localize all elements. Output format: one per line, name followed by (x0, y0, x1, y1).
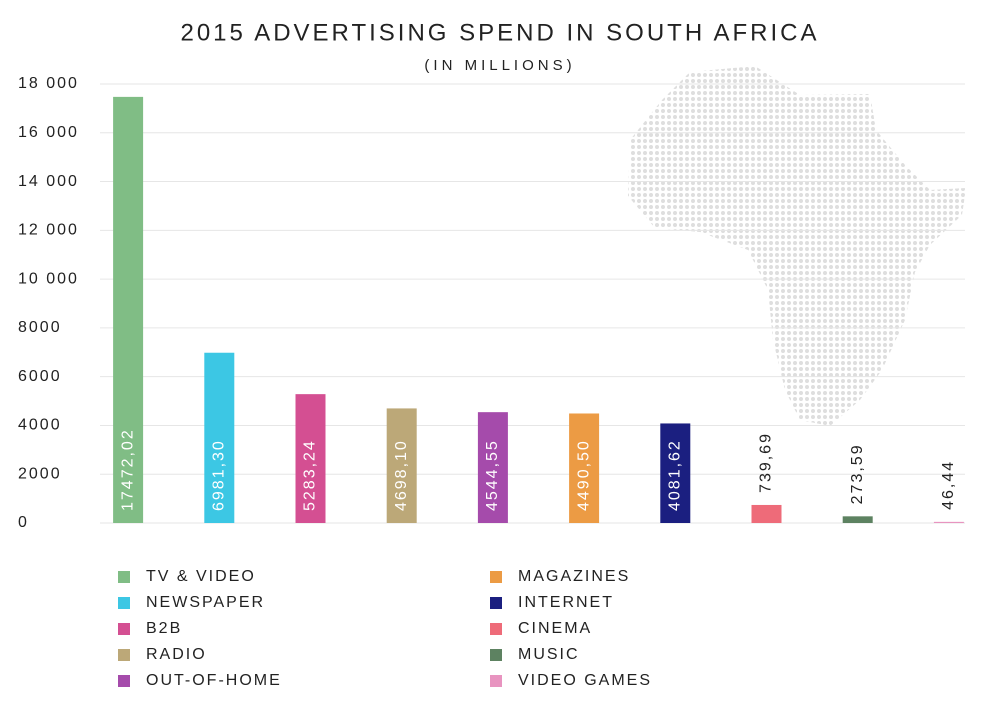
legend-swatch (490, 571, 502, 583)
bar (569, 413, 600, 523)
value-label: 4698,10 (393, 439, 410, 511)
value-label: 46,44 (940, 460, 957, 510)
chart-subtitle: (IN MILLIONS) (424, 57, 575, 74)
value-label: 739,69 (758, 432, 775, 493)
y-tick-label: 4000 (18, 417, 62, 434)
legend-label: RADIO (146, 646, 207, 663)
value-label: 4081,62 (667, 439, 684, 511)
y-tick-label: 18 000 (18, 75, 79, 92)
value-label: 17472,02 (119, 428, 136, 511)
legend-label: B2B (146, 620, 182, 637)
bar (386, 408, 417, 523)
bar (842, 516, 873, 523)
y-tick-label: 2000 (18, 465, 62, 482)
legend-label: TV & VIDEO (146, 568, 256, 585)
africa-map (628, 66, 966, 426)
legend-label: OUT-OF-HOME (146, 672, 282, 689)
legend-swatch (118, 623, 130, 635)
value-label: 4544,55 (484, 439, 501, 511)
bar (477, 412, 508, 523)
legend-label: NEWSPAPER (146, 594, 265, 611)
y-tick-label: 10 000 (18, 270, 79, 287)
value-label: 6981,30 (211, 439, 228, 511)
bar (295, 394, 326, 523)
legend-label: INTERNET (518, 594, 614, 611)
bar (113, 96, 144, 524)
legend-label: MAGAZINES (518, 568, 630, 585)
legend-swatch (490, 675, 502, 687)
legend-swatch (490, 597, 502, 609)
value-label: 4490,50 (575, 439, 592, 511)
y-tick-label: 16 000 (18, 124, 79, 141)
y-tick-label: 6000 (18, 368, 62, 385)
legend-swatch (490, 649, 502, 661)
bar (204, 352, 235, 523)
value-label: 273,59 (849, 443, 866, 504)
y-tick-label: 0 (18, 514, 29, 531)
bar (751, 504, 782, 523)
legend-label: MUSIC (518, 646, 580, 663)
legend-swatch (118, 597, 130, 609)
legend-swatch (490, 623, 502, 635)
legend-swatch (118, 649, 130, 661)
y-tick-label: 14 000 (18, 173, 79, 190)
y-tick-label: 8000 (18, 319, 62, 336)
legend-label: VIDEO GAMES (518, 672, 652, 689)
bar (660, 423, 691, 523)
legend-swatch (118, 675, 130, 687)
y-tick-label: 12 000 (18, 222, 79, 239)
bar (933, 521, 964, 523)
value-label: 5283,24 (302, 439, 319, 511)
chart-title: 2015 ADVERTISING SPEND IN SOUTH AFRICA (180, 19, 819, 46)
legend-swatch (118, 571, 130, 583)
legend-label: CINEMA (518, 620, 592, 637)
